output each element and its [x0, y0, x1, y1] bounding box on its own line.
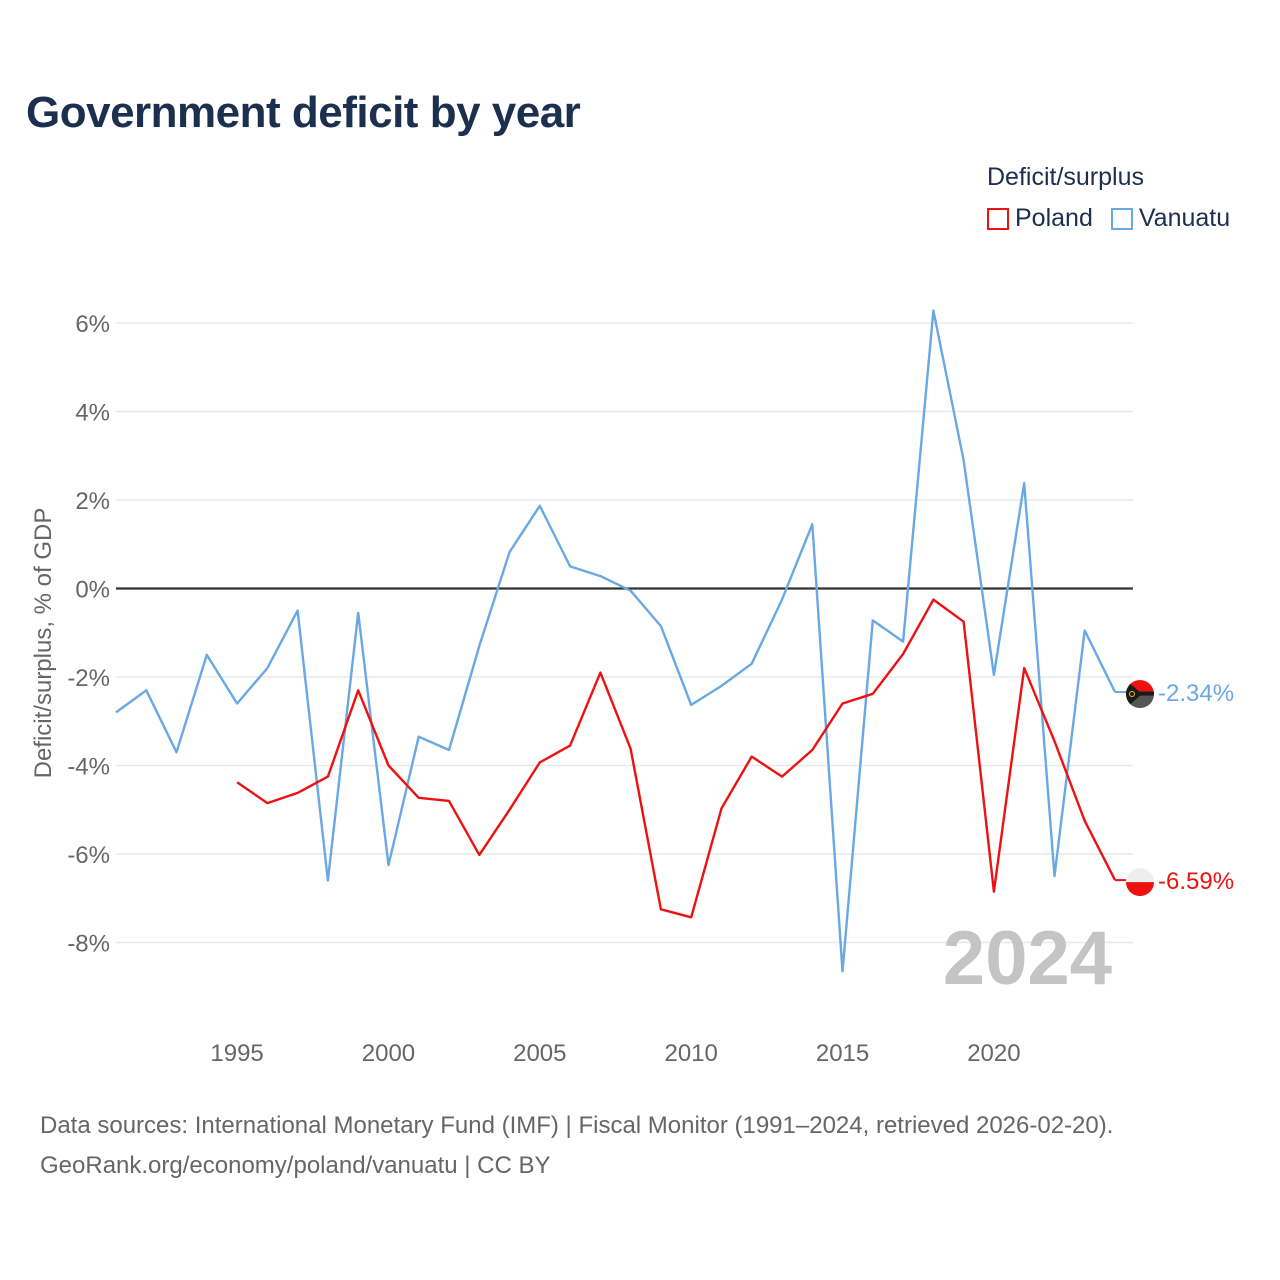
flag-marker-poland-icon — [1126, 868, 1154, 897]
y-tick-label: -6% — [67, 842, 110, 869]
y-tick-label: 0% — [75, 577, 110, 604]
year-watermark: 2024 — [943, 916, 1112, 1001]
x-tick-label: 2005 — [513, 1040, 566, 1067]
chart-title: Government deficit by year — [26, 88, 581, 137]
end-label-poland: -6.59% — [1158, 868, 1234, 895]
series-line-vanuatu[interactable] — [115, 309, 1117, 973]
legend-item-poland[interactable]: Poland — [987, 204, 1093, 233]
end-markers: -2.34% -6.59% — [1115, 680, 1234, 897]
legend-label-vanuatu: Vanuatu — [1138, 204, 1231, 232]
y-tick-label: 6% — [75, 311, 110, 338]
flag-marker-vanuatu-icon — [1126, 680, 1154, 709]
x-axis-ticks: 1995 2000 2005 2010 2015 2020 — [210, 1040, 1020, 1067]
y-tick-label: 4% — [75, 400, 110, 427]
legend-item-vanuatu[interactable]: Vanuatu — [1110, 204, 1231, 233]
x-tick-label: 2000 — [362, 1040, 415, 1067]
sources-line-2[interactable]: GeoRank.org/economy/poland/vanuatu | CC … — [40, 1152, 551, 1179]
legend: Poland Vanuatu — [987, 204, 1230, 233]
y-tick-label: 2% — [75, 488, 110, 515]
y-axis-ticks: 6% 4% 2% 0% -2% -4% -6% -8% — [67, 311, 110, 958]
x-tick-label: 2015 — [816, 1040, 869, 1067]
y-tick-label: -4% — [67, 754, 110, 781]
sources-line-1: Data sources: International Monetary Fun… — [40, 1112, 1114, 1139]
y-tick-label: -2% — [67, 665, 110, 692]
gridlines — [116, 322, 1133, 944]
y-axis-label: Deficit/surplus, % of GDP — [30, 508, 57, 779]
line-chart: 6% 4% 2% 0% -2% -4% -6% -8% 1995 2000 2005 2010 201… — [30, 309, 1234, 1067]
legend-label-poland: Poland — [1015, 204, 1093, 232]
x-tick-label: 2020 — [967, 1040, 1020, 1067]
x-tick-label: 2010 — [664, 1040, 717, 1067]
x-tick-label: 1995 — [210, 1040, 263, 1067]
end-label-vanuatu: -2.34% — [1158, 680, 1234, 707]
series-line-poland[interactable] — [236, 598, 1117, 919]
legend-swatch-vanuatu — [1110, 207, 1133, 230]
legend-title: Deficit/surplus — [987, 163, 1144, 191]
series-lines — [115, 309, 1117, 973]
data-sources: Data sources: International Monetary Fun… — [40, 1106, 1113, 1186]
legend-swatch-poland — [987, 207, 1009, 230]
y-tick-label: -8% — [67, 931, 110, 958]
